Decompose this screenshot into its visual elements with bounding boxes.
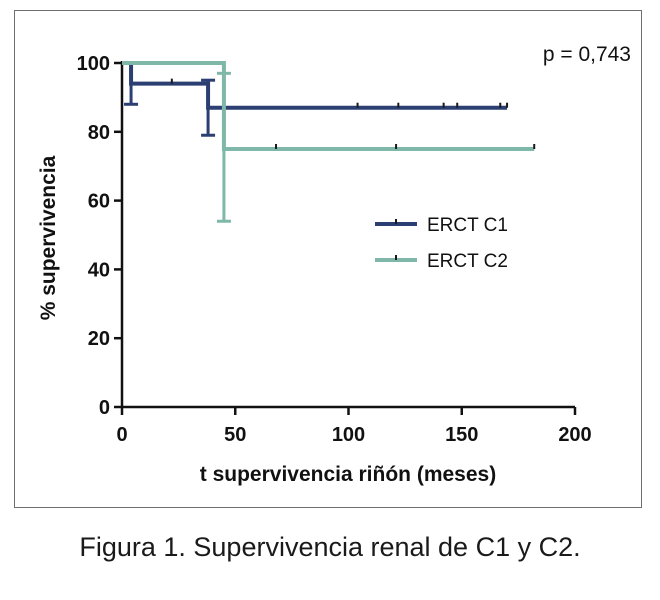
- survival-line-series-1: [122, 61, 508, 110]
- legend: ERCT C1 ERCT C2: [375, 215, 508, 272]
- series-layer: [122, 61, 536, 223]
- error-bar-series-1-2: [201, 78, 216, 137]
- x-tick-label-150: 150: [445, 424, 478, 446]
- p-value-annotation: p = 0,743: [543, 43, 631, 66]
- legend-item-2: ERCT C2: [375, 251, 508, 272]
- x-tick-label-0: 0: [116, 424, 127, 446]
- series-1: [122, 61, 509, 137]
- x-tick-label-200: 200: [558, 424, 591, 446]
- x-axis-title: t supervivencia riñón (meses): [200, 463, 496, 486]
- chart-frame: 0 20 40 60 80 100 0 50 100 150 200 ERCT C1 ERCT C2 …: [14, 10, 642, 508]
- legend-label-1: ERCT C1: [427, 215, 508, 236]
- x-tick-label-100: 100: [332, 424, 365, 446]
- y-axis-title: % supervivencia: [37, 155, 60, 320]
- axes: 0 20 40 60 80 100 0 50 100 150 200: [77, 53, 592, 446]
- legend-label-2: ERCT C2: [427, 251, 508, 272]
- figure-caption: Figura 1. Supervivencia renal de C1 y C2…: [79, 532, 581, 562]
- y-tick-label-80: 80: [88, 122, 110, 144]
- y-tick-label-20: 20: [88, 328, 110, 350]
- y-tick-label-100: 100: [77, 53, 110, 75]
- y-tick-label-60: 60: [88, 191, 110, 213]
- x-tick-label-50: 50: [224, 424, 246, 446]
- y-tick-label-40: 40: [88, 259, 110, 281]
- series-2: [122, 61, 536, 223]
- y-tick-label-0: 0: [99, 397, 110, 419]
- error-bar-series-2-1: [216, 71, 231, 223]
- legend-item-1: ERCT C1: [375, 215, 508, 236]
